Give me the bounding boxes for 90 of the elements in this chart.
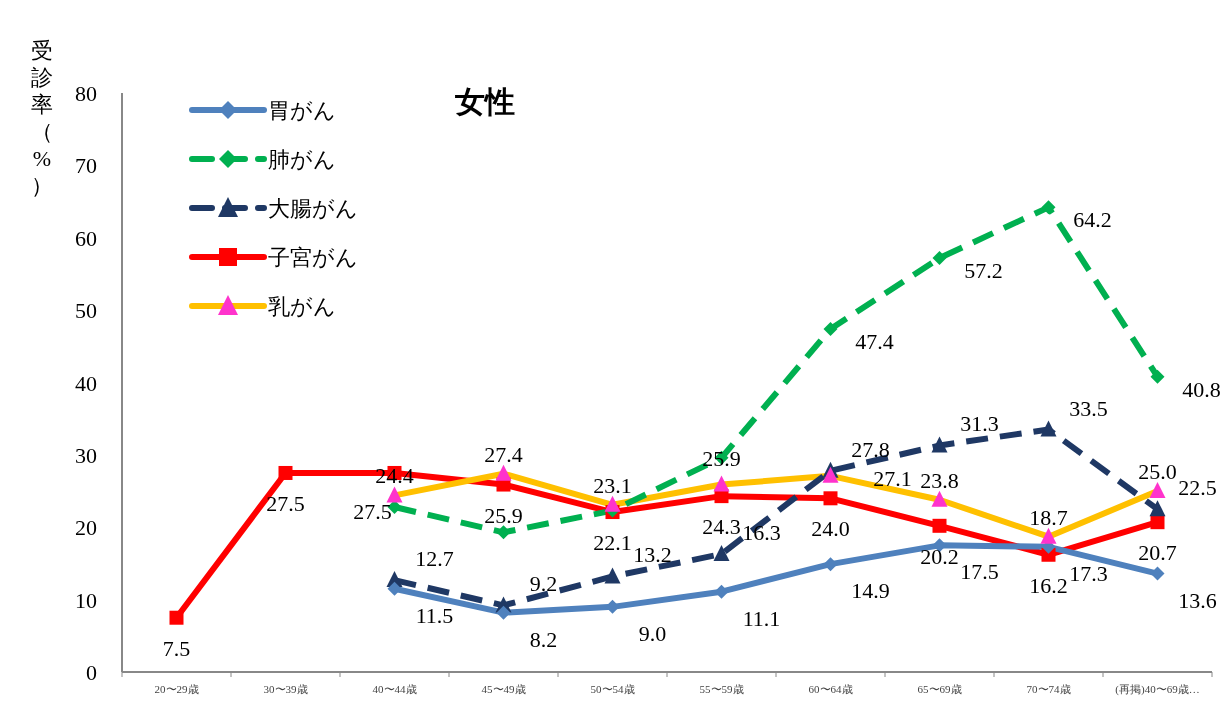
x-tick-label: 20〜29歳 bbox=[154, 683, 199, 695]
y-tick-label: 80 bbox=[75, 81, 97, 106]
point bbox=[1150, 369, 1165, 384]
data-label: 24.0 bbox=[811, 516, 850, 542]
data-label: 9.0 bbox=[638, 620, 667, 646]
point bbox=[1149, 482, 1166, 499]
data-label: 40.8 bbox=[1182, 376, 1221, 402]
data-label: 9.2 bbox=[529, 571, 558, 597]
legend-label: 胃がん bbox=[268, 98, 336, 123]
point bbox=[713, 475, 730, 492]
data-label: 22.5 bbox=[1178, 475, 1217, 501]
data-label: 47.4 bbox=[855, 328, 894, 354]
data-label: 14.9 bbox=[851, 578, 890, 604]
x-tick-label: 70〜74歳 bbox=[1026, 683, 1071, 695]
point bbox=[496, 605, 511, 620]
data-label: 13.6 bbox=[1178, 587, 1217, 613]
point bbox=[713, 545, 730, 562]
point bbox=[1041, 200, 1056, 215]
data-label: 16.3 bbox=[742, 520, 781, 546]
point bbox=[1150, 566, 1165, 581]
point bbox=[387, 581, 402, 596]
y-tick-label: 70 bbox=[75, 153, 97, 179]
data-label: 20.2 bbox=[920, 543, 959, 569]
data-label: 31.3 bbox=[960, 411, 999, 437]
legend-label: 肺がん bbox=[268, 147, 336, 172]
y-axis-title: 受診率（%） bbox=[31, 38, 53, 198]
point bbox=[496, 525, 511, 540]
data-label: 24.3 bbox=[702, 514, 741, 540]
y-tick-label: 20 bbox=[75, 515, 97, 541]
x-tick-label: 45〜49歳 bbox=[481, 683, 526, 695]
y-tick-label: 0 bbox=[86, 660, 97, 685]
x-tick-label: (再掲)40〜69歳… bbox=[1115, 683, 1200, 696]
point bbox=[1040, 420, 1057, 437]
x-tick-label: 55〜59歳 bbox=[699, 683, 744, 695]
data-label: 27.5 bbox=[353, 498, 392, 524]
y-tick-label: 40 bbox=[75, 370, 97, 396]
data-label: 7.5 bbox=[162, 635, 191, 661]
point bbox=[1150, 515, 1165, 530]
data-label: 33.5 bbox=[1069, 395, 1108, 421]
point bbox=[1040, 527, 1057, 544]
data-label: 22.1 bbox=[593, 530, 632, 556]
x-tick-label: 30〜39歳 bbox=[263, 683, 308, 695]
point bbox=[823, 557, 838, 572]
data-label: 27.8 bbox=[851, 436, 890, 462]
data-label: 57.2 bbox=[964, 258, 1003, 284]
data-label: 25.9 bbox=[484, 502, 523, 528]
data-label: 11.5 bbox=[415, 602, 454, 628]
point bbox=[169, 610, 184, 625]
y-tick-label: 30 bbox=[75, 442, 97, 468]
legend-label: 子宮がん bbox=[268, 245, 358, 270]
x-tick-label: 65〜69歳 bbox=[917, 683, 962, 695]
x-tick-label: 40〜44歳 bbox=[372, 683, 417, 695]
legend-label: 乳がん bbox=[268, 294, 336, 319]
data-label: 27.5 bbox=[266, 490, 305, 516]
data-label: 25.0 bbox=[1138, 459, 1177, 485]
data-label: 17.3 bbox=[1069, 560, 1108, 586]
data-label: 18.7 bbox=[1029, 504, 1068, 530]
data-label: 8.2 bbox=[529, 626, 558, 652]
data-label: 12.7 bbox=[415, 546, 454, 572]
point bbox=[823, 321, 838, 336]
point bbox=[714, 584, 729, 599]
data-label: 64.2 bbox=[1073, 207, 1112, 233]
point bbox=[932, 251, 947, 266]
point bbox=[822, 466, 839, 483]
data-label: 27.1 bbox=[873, 465, 912, 491]
point bbox=[604, 495, 621, 512]
x-tick-label: 50〜54歳 bbox=[590, 683, 635, 695]
data-label: 23.1 bbox=[593, 472, 632, 498]
point bbox=[931, 490, 948, 507]
y-tick-label: 10 bbox=[75, 587, 97, 613]
data-label: 20.7 bbox=[1138, 540, 1177, 566]
data-label: 23.8 bbox=[920, 467, 959, 493]
legend-label: 大腸がん bbox=[268, 196, 358, 221]
chart-title: 女性 bbox=[454, 84, 515, 119]
point bbox=[1149, 500, 1166, 517]
point bbox=[386, 486, 403, 503]
data-label: 27.4 bbox=[484, 441, 523, 467]
y-tick-label: 50 bbox=[75, 298, 97, 324]
data-label: 13.2 bbox=[633, 542, 672, 568]
point bbox=[278, 465, 293, 480]
point bbox=[495, 464, 512, 481]
data-label: 17.5 bbox=[960, 559, 999, 585]
point bbox=[931, 436, 948, 453]
point bbox=[932, 518, 947, 533]
y-tick-label: 60 bbox=[75, 225, 97, 251]
point bbox=[604, 567, 621, 584]
x-tick-label: 60〜64歳 bbox=[808, 683, 853, 695]
point bbox=[823, 491, 838, 506]
data-label: 16.2 bbox=[1029, 572, 1068, 598]
data-label: 11.1 bbox=[742, 605, 781, 631]
